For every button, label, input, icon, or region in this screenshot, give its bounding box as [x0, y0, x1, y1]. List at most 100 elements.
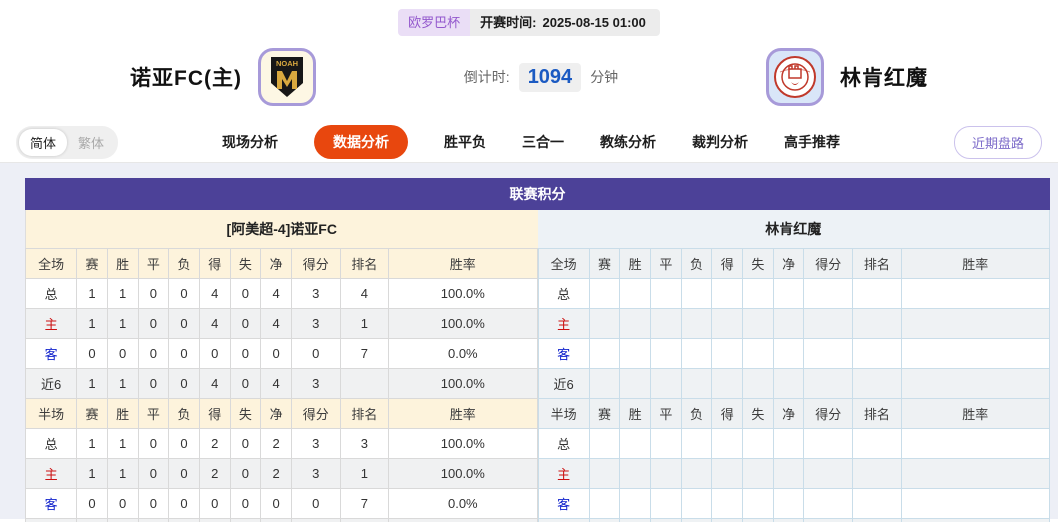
stat-cell — [619, 458, 652, 489]
stat-cell: 0 — [290, 338, 341, 369]
stat-cell: 2 — [260, 428, 292, 459]
stat-cell — [588, 338, 621, 369]
nav-tab[interactable]: 高手推荐 — [784, 134, 841, 150]
column-header: 排名 — [852, 248, 902, 279]
row-label: 近6 — [537, 518, 590, 522]
column-header: 负 — [680, 398, 713, 429]
row-label: 主 — [537, 458, 590, 489]
away-team-name: 林肯红魔 — [840, 67, 928, 90]
stat-cell — [339, 518, 390, 522]
stat-cell: 2 — [260, 458, 292, 489]
stat-cell — [619, 518, 652, 522]
recent-trends-button[interactable]: 近期盘路 — [953, 125, 1042, 159]
column-header-row: 半场赛胜平负得失净得分 排名 胜率 — [537, 398, 1051, 429]
stat-cell: 3 — [290, 518, 341, 522]
kickoff-value: 2025-08-15 01:00 — [542, 15, 646, 30]
table-row: 主 1 1 0 0 4 0 4 3 1 100.0% — [24, 308, 538, 339]
stat-cell: 0 — [260, 338, 292, 369]
stat-cell: 1 — [76, 518, 108, 522]
column-header: 全场 — [24, 248, 78, 279]
stat-cell: 100.0% — [388, 278, 538, 309]
stat-cell: 100.0% — [388, 428, 538, 459]
away-team-group: 林肯红魔 — [766, 48, 928, 106]
stat-cell — [711, 368, 744, 399]
stat-cell — [742, 278, 774, 309]
stat-cell — [852, 488, 902, 519]
stat-cell — [803, 428, 854, 459]
column-header: 平 — [650, 398, 682, 429]
nav-tabs: 现场分析 数据分析 胜平负 三合一 教练分析 裁判分析 高手推荐 — [222, 125, 840, 159]
stat-cell: 6 — [588, 518, 621, 522]
column-header: 半场 — [24, 398, 78, 429]
stat-cell — [650, 338, 682, 369]
nav-tab[interactable]: 胜平负 — [444, 134, 487, 150]
stat-cell — [680, 308, 713, 339]
stat-cell — [711, 488, 744, 519]
stat-cell — [742, 518, 774, 522]
countdown-value: 1094 — [518, 62, 582, 92]
column-header: 负 — [680, 248, 713, 279]
stat-cell — [711, 518, 744, 522]
column-header: 排名 — [339, 248, 390, 279]
home-table-half: [阿美超-4]诺亚FC 全场赛胜平负得失净得分 排名 胜率总 1 1 0 0 4 0 4 3 4 100.… — [24, 210, 538, 522]
stat-cell — [803, 338, 854, 369]
table-row: 近66 — [537, 518, 1051, 522]
nav-tab[interactable]: 教练分析 — [600, 134, 657, 150]
stat-cell: 0 — [137, 428, 170, 459]
stat-cell: 3 — [339, 428, 390, 459]
stat-cell: 0 — [168, 368, 200, 399]
home-team-logo: NOAH — [257, 48, 316, 106]
stat-cell — [650, 428, 682, 459]
stat-cell — [852, 338, 902, 369]
row-label: 主 — [537, 308, 590, 339]
stat-cell — [619, 488, 652, 519]
stat-cell: 0 — [106, 338, 139, 369]
stat-cell — [742, 428, 774, 459]
stat-cell: 100.0% — [388, 368, 538, 399]
countdown: 倒计时: 1094 分钟 — [464, 62, 618, 92]
stat-cell: 0 — [229, 458, 262, 489]
column-header-row: 半场赛胜平负得失净得分 排名 胜率 — [24, 398, 538, 429]
stat-cell — [900, 278, 1051, 309]
column-header: 得 — [711, 398, 744, 429]
column-header: 赛 — [76, 398, 108, 429]
stat-cell: 4 — [198, 368, 231, 399]
stat-cell: 1 — [76, 278, 108, 309]
stat-cell: 1 — [106, 518, 139, 522]
row-label: 总 — [537, 278, 590, 309]
stat-cell — [852, 308, 902, 339]
stat-cell — [772, 488, 805, 519]
column-header: 平 — [650, 248, 682, 279]
language-toggle: 简体 繁体 — [16, 125, 119, 159]
lang-traditional-button[interactable]: 繁体 — [78, 135, 105, 151]
match-header: 欧罗巴杯 开赛时间: 2025-08-15 01:00 — [0, 0, 1058, 36]
stat-cell: 1 — [106, 428, 139, 459]
nav-tab[interactable]: 数据分析 — [314, 125, 409, 159]
stat-cell — [742, 308, 774, 339]
table-row: 总 1 1 0 0 2 0 2 3 3 100.0% — [24, 428, 538, 459]
column-header: 全场 — [537, 248, 590, 279]
nav-tab[interactable]: 裁判分析 — [692, 134, 749, 150]
stat-cell: 2 — [198, 428, 231, 459]
table-row: 主 — [537, 458, 1051, 489]
stat-cell — [772, 518, 805, 522]
column-header: 净 — [772, 248, 805, 279]
stat-cell — [852, 428, 902, 459]
column-header: 胜率 — [388, 398, 538, 429]
stat-cell — [588, 458, 621, 489]
nav-tab[interactable]: 三合一 — [522, 134, 565, 150]
stat-cell — [803, 488, 854, 519]
nav-tab[interactable]: 现场分析 — [222, 134, 279, 150]
stat-cell: 4 — [339, 278, 390, 309]
stat-cell — [619, 428, 652, 459]
stat-cell — [680, 338, 713, 369]
column-header: 负 — [168, 398, 200, 429]
stat-cell — [742, 488, 774, 519]
table-row: 总 1 1 0 0 4 0 4 3 4 100.0% — [24, 278, 538, 309]
stat-cell: 0 — [229, 368, 262, 399]
lang-simplified-button[interactable]: 简体 — [19, 128, 68, 156]
column-header: 负 — [168, 248, 200, 279]
stat-cell: 0 — [137, 518, 170, 522]
stat-cell: 4 — [260, 308, 292, 339]
stat-cell — [650, 458, 682, 489]
